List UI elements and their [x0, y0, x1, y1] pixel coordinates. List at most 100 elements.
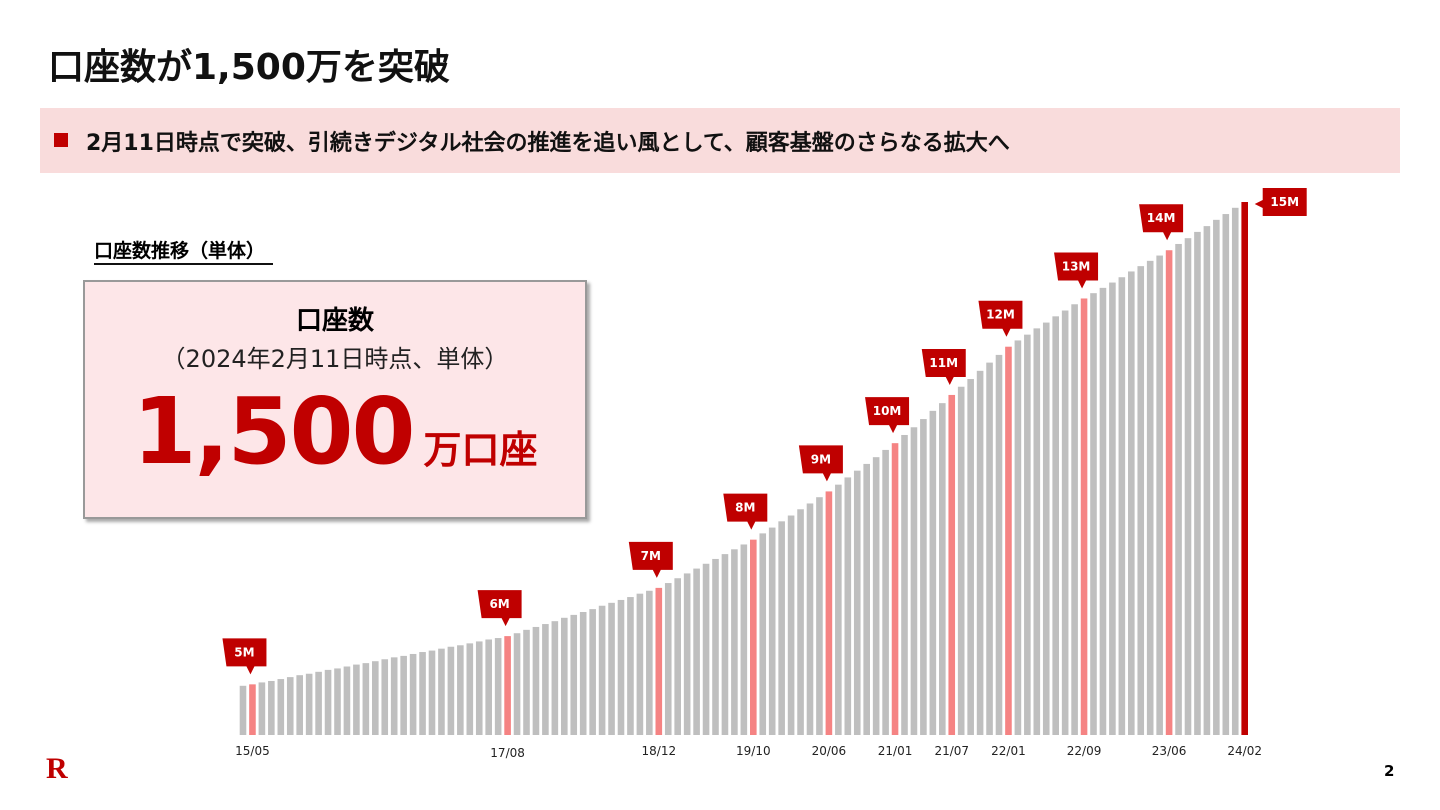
bar	[1222, 214, 1230, 735]
bar	[920, 419, 927, 735]
x-tick-label: 17/08	[490, 746, 525, 760]
bar	[258, 682, 266, 735]
bar	[239, 685, 247, 735]
bar	[929, 410, 937, 735]
bar	[400, 655, 407, 735]
bar	[315, 671, 322, 735]
x-tick-label: 21/01	[878, 744, 913, 758]
bar	[296, 675, 303, 735]
bar	[731, 549, 738, 735]
bar	[390, 657, 398, 735]
bar	[1184, 238, 1192, 736]
bar	[532, 626, 540, 735]
bar	[957, 386, 965, 735]
box-note: （2024年2月11日時点、単体）	[161, 345, 509, 373]
bar	[712, 558, 719, 735]
data-label: 7M	[641, 549, 661, 563]
bar	[551, 621, 559, 735]
bar	[1109, 282, 1116, 735]
bar	[608, 602, 615, 735]
bar	[1165, 250, 1173, 735]
callout	[477, 590, 522, 627]
logo: R	[46, 752, 68, 785]
bar	[778, 521, 785, 735]
bar	[721, 554, 729, 735]
bar	[561, 617, 568, 735]
bar	[636, 593, 644, 735]
bar	[768, 527, 776, 735]
bar	[409, 653, 417, 735]
bar	[1203, 226, 1211, 735]
box-heading: 口座数	[295, 306, 374, 336]
bar	[872, 457, 880, 735]
figure-unit: 万口座	[423, 428, 538, 472]
banner-text: 2月11日時点で突破、引続きデジタル社会の推進を追い風として、顧客基盤のさらなる…	[86, 131, 1010, 156]
bar	[305, 673, 313, 735]
bar	[268, 680, 275, 735]
bar	[249, 684, 256, 735]
bar	[334, 668, 341, 735]
bar	[1061, 310, 1069, 735]
bar	[277, 679, 285, 735]
bar	[797, 509, 804, 735]
bar	[853, 470, 861, 735]
bar	[372, 661, 379, 735]
data-label: 5M	[234, 645, 254, 659]
data-label: 8M	[735, 501, 755, 515]
bar	[882, 449, 889, 735]
bar	[466, 643, 474, 735]
bar	[428, 650, 436, 735]
bar	[598, 605, 606, 735]
bar	[1042, 322, 1050, 735]
bar	[863, 463, 870, 735]
bar	[362, 663, 370, 735]
bar	[1118, 277, 1126, 735]
callout	[1054, 252, 1099, 289]
bar	[1128, 271, 1135, 735]
bar	[494, 638, 502, 735]
x-tick-label: 22/09	[1067, 744, 1102, 758]
bar	[627, 597, 634, 735]
callout	[921, 348, 966, 385]
bar	[646, 590, 653, 735]
chart-title: 口座数推移（単体）	[94, 236, 274, 265]
box-figure: 1,500 万口座	[85, 378, 585, 485]
bar	[910, 427, 918, 735]
callout	[628, 541, 673, 578]
bar	[1175, 243, 1182, 735]
bar	[1080, 298, 1088, 735]
data-label: 12M	[986, 308, 1015, 322]
bar	[1156, 255, 1163, 735]
callout	[865, 397, 910, 434]
bar	[816, 497, 823, 735]
bar	[750, 539, 757, 735]
bar	[1146, 260, 1154, 735]
bar	[438, 648, 445, 735]
bar	[664, 583, 672, 735]
slide-title: 口座数が1,500万を突破	[48, 47, 450, 88]
x-tick-label: 15/05	[235, 744, 270, 758]
bar	[683, 573, 691, 735]
data-label: 9M	[811, 452, 831, 466]
bar	[702, 563, 710, 735]
bar	[617, 599, 625, 735]
bar	[976, 370, 984, 735]
bar	[844, 477, 852, 735]
callout	[798, 445, 843, 482]
callout	[222, 638, 267, 675]
callout	[723, 493, 768, 530]
bar	[286, 677, 294, 735]
bar	[740, 544, 748, 735]
bar	[570, 614, 578, 735]
bar	[513, 633, 521, 735]
bar	[381, 659, 389, 735]
bar	[891, 443, 899, 735]
bar	[1005, 346, 1012, 735]
bar	[475, 641, 483, 735]
bar	[419, 652, 426, 735]
bar	[986, 362, 993, 735]
bar	[674, 578, 681, 735]
bar	[343, 666, 351, 735]
